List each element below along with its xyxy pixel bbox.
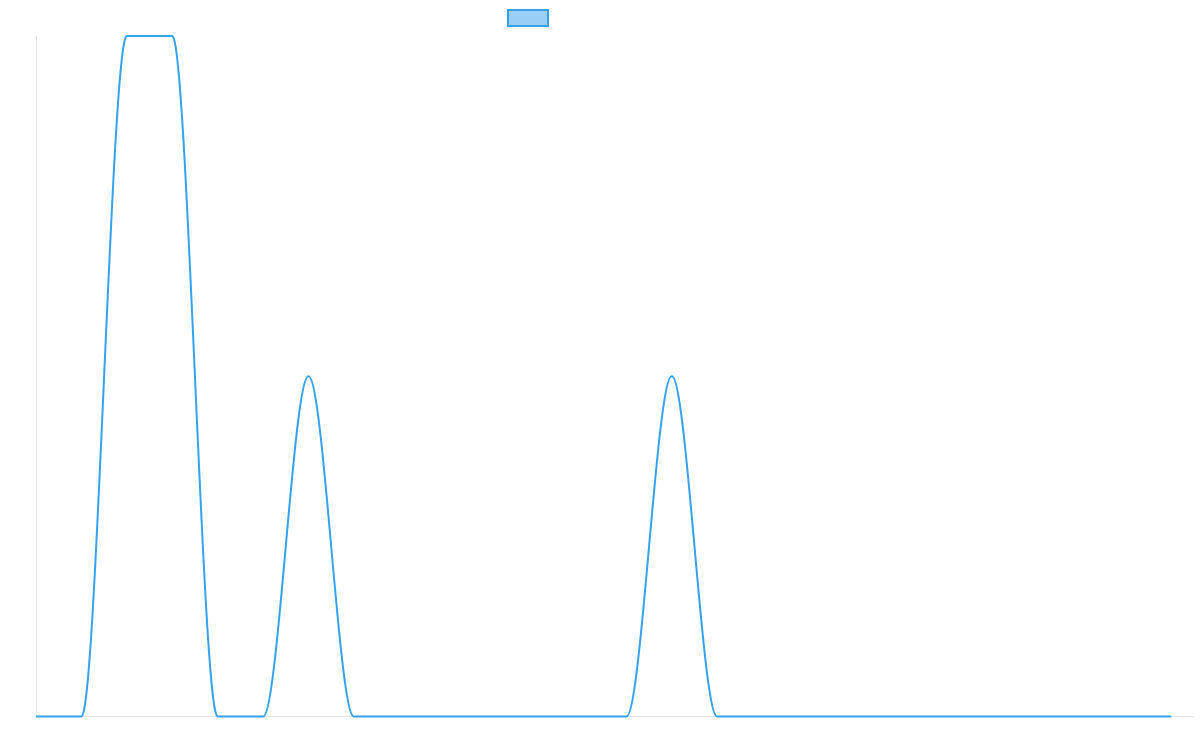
legend[interactable] [507,9,549,27]
series-layer [36,35,1172,718]
series-line-0 [36,35,1172,718]
axes-layer [36,36,1194,717]
legend-swatch[interactable] [507,9,549,27]
